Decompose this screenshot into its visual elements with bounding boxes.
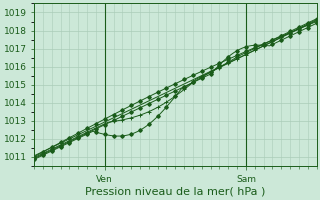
X-axis label: Pression niveau de la mer( hPa ): Pression niveau de la mer( hPa ) [85, 187, 266, 197]
